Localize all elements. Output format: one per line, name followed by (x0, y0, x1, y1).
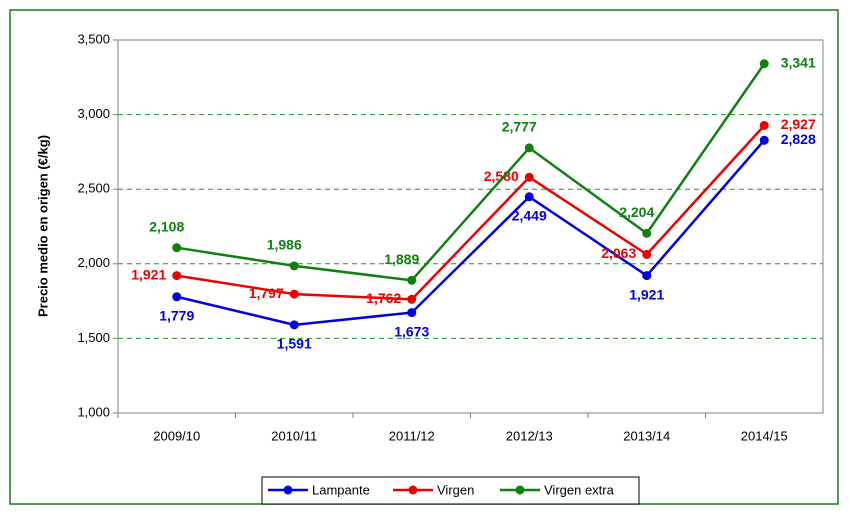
y-tick-label: 2,500 (77, 181, 110, 196)
point (407, 308, 417, 318)
point (289, 261, 299, 271)
value-label: 1,779 (159, 307, 194, 323)
point (759, 59, 769, 69)
legend-marker (283, 485, 293, 495)
point (642, 249, 652, 259)
legend-marker (408, 485, 418, 495)
x-tick-label: 2011/12 (389, 428, 435, 443)
value-label: 1,797 (249, 285, 284, 301)
point (524, 172, 534, 182)
x-tick-label: 2010/11 (271, 428, 317, 443)
x-tick-label: 2009/10 (153, 428, 200, 443)
series-line (176, 63, 766, 282)
chart-border (9, 9, 839, 505)
value-label: 1,591 (277, 336, 312, 352)
point (172, 271, 182, 281)
series-line (176, 139, 766, 327)
point (642, 228, 652, 238)
series-line (176, 124, 766, 301)
value-label: 2,927 (781, 116, 816, 132)
y-tick-label: 3,000 (77, 106, 110, 121)
x-tick-label: 2014/15 (741, 428, 788, 443)
value-label: 3,341 (781, 54, 816, 70)
point (524, 192, 534, 202)
value-label: 2,204 (619, 204, 654, 220)
legend-label: Virgen extra (544, 482, 615, 497)
value-label: 2,063 (601, 245, 636, 261)
point (407, 275, 417, 285)
legend-marker (515, 485, 525, 495)
value-label: 1,986 (267, 237, 302, 253)
value-label: 1,921 (629, 286, 664, 302)
point (172, 292, 182, 302)
value-label: 2,828 (781, 131, 816, 147)
y-tick-label: 1,000 (77, 404, 110, 419)
y-axis-label: Precio medio en origen (€/kg) (35, 135, 50, 317)
y-tick-label: 1,500 (77, 330, 110, 345)
value-label: 1,889 (384, 251, 419, 267)
value-label: 1,673 (394, 323, 429, 339)
point (172, 243, 182, 253)
point (759, 120, 769, 130)
point (407, 294, 417, 304)
point (289, 320, 299, 330)
legend-label: Lampante (312, 482, 370, 497)
point (642, 271, 652, 281)
value-label: 2,580 (484, 168, 519, 184)
value-label: 2,449 (512, 208, 547, 224)
point (759, 135, 769, 145)
legend-box (261, 476, 640, 505)
y-tick-label: 3,500 (77, 31, 110, 46)
x-tick-label: 2013/14 (623, 428, 670, 443)
value-label: 1,921 (131, 266, 166, 282)
legend-label: Virgen (437, 482, 474, 497)
y-tick-label: 2,000 (77, 255, 110, 270)
value-label: 2,108 (149, 218, 184, 234)
point (289, 289, 299, 299)
value-label: 1,762 (366, 290, 401, 306)
x-tick-label: 2012/13 (506, 428, 553, 443)
value-label: 2,777 (502, 119, 537, 135)
point (524, 143, 534, 153)
